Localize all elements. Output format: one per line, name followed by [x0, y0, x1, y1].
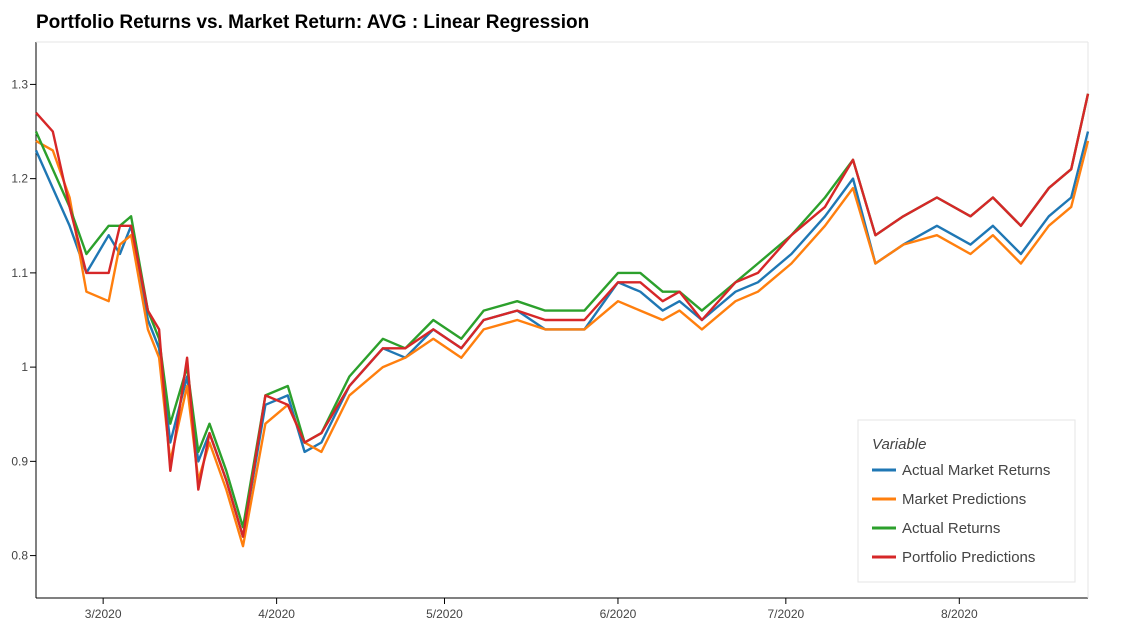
x-tick-label: 5/2020 — [426, 607, 463, 621]
x-tick-label: 6/2020 — [600, 607, 637, 621]
legend-item[interactable]: Actual Market Returns — [872, 462, 1050, 479]
y-tick-label: 1.2 — [11, 172, 28, 186]
legend-label: Actual Market Returns — [902, 462, 1050, 479]
y-tick-label: 0.8 — [11, 549, 28, 563]
legend-label: Portfolio Predictions — [902, 549, 1035, 566]
legend-item[interactable]: Market Predictions — [872, 491, 1026, 508]
x-tick-label: 8/2020 — [941, 607, 978, 621]
legend-item[interactable]: Portfolio Predictions — [872, 549, 1035, 566]
x-tick-label: 7/2020 — [767, 607, 804, 621]
x-axis-ticks: 3/2020 4/2020 5/2020 6/2020 7/2020 8/2020 — [85, 598, 978, 621]
series-line-4[interactable] — [35, 93, 1090, 538]
legend-item[interactable]: Actual Returns — [872, 520, 1000, 537]
y-tick-label: 1 — [21, 360, 28, 374]
x-tick-label: 3/2020 — [85, 607, 122, 621]
chart-title: Portfolio Returns vs. Market Return: AVG… — [36, 12, 590, 33]
series-lines — [34, 93, 1090, 548]
y-tick-label: 1.3 — [11, 77, 28, 91]
legend[interactable]: Variable Actual Market Returns Market Pre… — [857, 419, 1076, 583]
y-tick-label: 1.1 — [11, 266, 28, 280]
legend-title: Variable — [872, 436, 926, 453]
legend-label: Market Predictions — [902, 491, 1026, 508]
y-axis-ticks: 0.8 0.9 1 1.1 1.2 1.3 — [11, 77, 36, 563]
x-tick-label: 4/2020 — [258, 607, 295, 621]
series-line-2[interactable] — [35, 139, 1090, 548]
legend-box — [857, 419, 1076, 583]
y-tick-label: 0.9 — [11, 454, 28, 468]
legend-label: Actual Returns — [902, 520, 1000, 537]
